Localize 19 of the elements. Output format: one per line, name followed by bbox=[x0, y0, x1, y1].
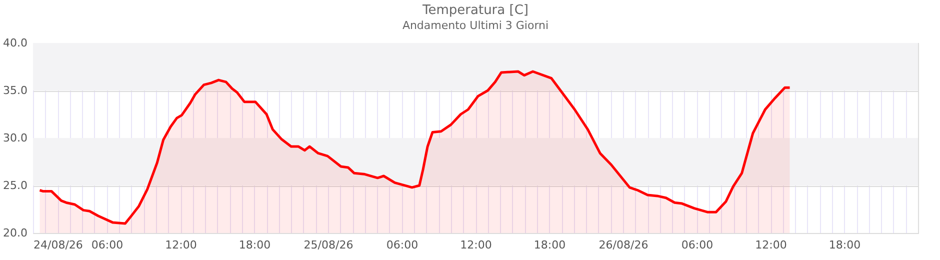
x-tick-label: 18:00 bbox=[534, 238, 566, 252]
chart-title: Temperatura [C] bbox=[422, 3, 528, 18]
x-tick-label: 26/08/26 bbox=[598, 238, 648, 252]
x-tick-label: 12:00 bbox=[460, 238, 492, 252]
y-tick-label: 25.0 bbox=[3, 179, 28, 192]
x-tick-label: 18:00 bbox=[828, 238, 861, 252]
x-tick-label: 18:00 bbox=[238, 238, 271, 252]
chart-subtitle: Andamento Ultimi 3 Giorni bbox=[402, 19, 549, 32]
y-tick-label: 35.0 bbox=[3, 84, 28, 97]
x-tick-label: 06:00 bbox=[681, 238, 714, 252]
y-tick-label: 40.0 bbox=[3, 36, 28, 50]
x-tick-label: 25/08/26 bbox=[304, 238, 354, 252]
x-tick-label: 24/08/26 bbox=[34, 238, 83, 252]
x-tick-label: 12:00 bbox=[165, 238, 197, 252]
x-tick-label: 06:00 bbox=[386, 238, 418, 252]
x-tick-label: 06:00 bbox=[91, 238, 124, 252]
x-tick-label: 12:00 bbox=[755, 238, 787, 252]
y-tick-label: 20.0 bbox=[3, 226, 28, 240]
y-tick-label: 30.0 bbox=[3, 132, 28, 144]
